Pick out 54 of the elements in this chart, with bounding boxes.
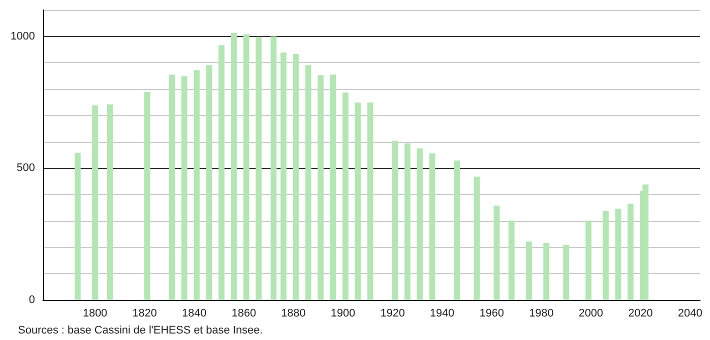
y-tick-label: 0 (28, 294, 35, 306)
bar (429, 153, 436, 300)
bar (628, 204, 634, 300)
bar (168, 74, 175, 300)
bar (218, 45, 225, 300)
bar (367, 102, 374, 300)
source-note: Sources : base Cassini de l'EHESS et base Insee. (18, 324, 263, 336)
bar (615, 208, 622, 300)
bar (526, 241, 532, 300)
bar (585, 220, 592, 300)
bar (256, 36, 262, 300)
bar (494, 206, 500, 300)
x-tick-label: 1860 (232, 308, 256, 320)
x-tick-label: 2020 (628, 308, 653, 320)
bar (508, 220, 515, 300)
bar (342, 92, 348, 300)
bar (280, 52, 286, 300)
x-tick-label: 1980 (529, 308, 554, 320)
x-tick-label: 1940 (430, 308, 454, 320)
bar (454, 160, 460, 300)
bar (181, 76, 188, 300)
bar (354, 102, 361, 300)
bar (144, 92, 150, 300)
bar (305, 65, 312, 300)
x-tick-label: 1820 (132, 308, 157, 320)
bar (404, 143, 410, 300)
bar (318, 75, 324, 300)
x-tick-label: 1840 (182, 308, 206, 320)
bar (243, 34, 250, 300)
bar (602, 210, 609, 300)
bar (270, 36, 277, 300)
bar (74, 152, 81, 300)
bar (92, 105, 98, 300)
bar (392, 140, 398, 300)
x-tick-label: 1920 (380, 308, 405, 320)
bar (563, 244, 570, 300)
x-tick-label: 1900 (330, 308, 356, 320)
bar (416, 148, 423, 300)
x-tick-label: 1960 (480, 308, 504, 320)
bar (106, 104, 113, 300)
bar (543, 243, 550, 300)
bar (194, 70, 200, 300)
x-tick-label: 2040 (678, 308, 702, 320)
bar (330, 74, 336, 300)
x-tick-label: 1880 (281, 308, 306, 320)
x-tick-label: 1800 (82, 308, 108, 320)
bar (292, 54, 299, 300)
bar (474, 176, 480, 300)
y-tick-label: 1000 (10, 30, 35, 42)
bar (230, 32, 237, 300)
bar (206, 65, 212, 300)
y-tick-label: 500 (16, 162, 35, 174)
x-tick-label: 2000 (578, 308, 604, 320)
bar (642, 184, 648, 300)
